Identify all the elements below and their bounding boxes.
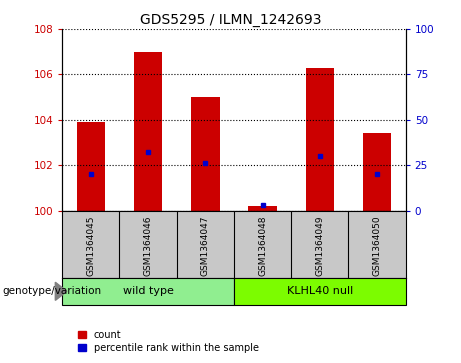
- Text: GSM1364050: GSM1364050: [372, 215, 382, 276]
- Legend: count, percentile rank within the sample: count, percentile rank within the sample: [77, 328, 261, 355]
- Bar: [306, 68, 334, 211]
- Text: genotype/variation: genotype/variation: [2, 286, 101, 296]
- Bar: [248, 206, 277, 211]
- Bar: [134, 52, 162, 211]
- Text: GSM1364048: GSM1364048: [258, 215, 267, 276]
- Bar: [77, 122, 105, 211]
- Bar: [191, 97, 219, 211]
- Text: GSM1364049: GSM1364049: [315, 215, 325, 276]
- Bar: [363, 133, 391, 211]
- Text: GSM1364046: GSM1364046: [143, 215, 153, 276]
- Text: wild type: wild type: [123, 286, 173, 296]
- Polygon shape: [55, 282, 67, 301]
- Text: GSM1364047: GSM1364047: [201, 215, 210, 276]
- Text: GSM1364045: GSM1364045: [86, 215, 95, 276]
- Text: KLHL40 null: KLHL40 null: [287, 286, 353, 296]
- Bar: [234, 278, 406, 305]
- Text: GDS5295 / ILMN_1242693: GDS5295 / ILMN_1242693: [140, 13, 321, 27]
- Bar: [62, 278, 234, 305]
